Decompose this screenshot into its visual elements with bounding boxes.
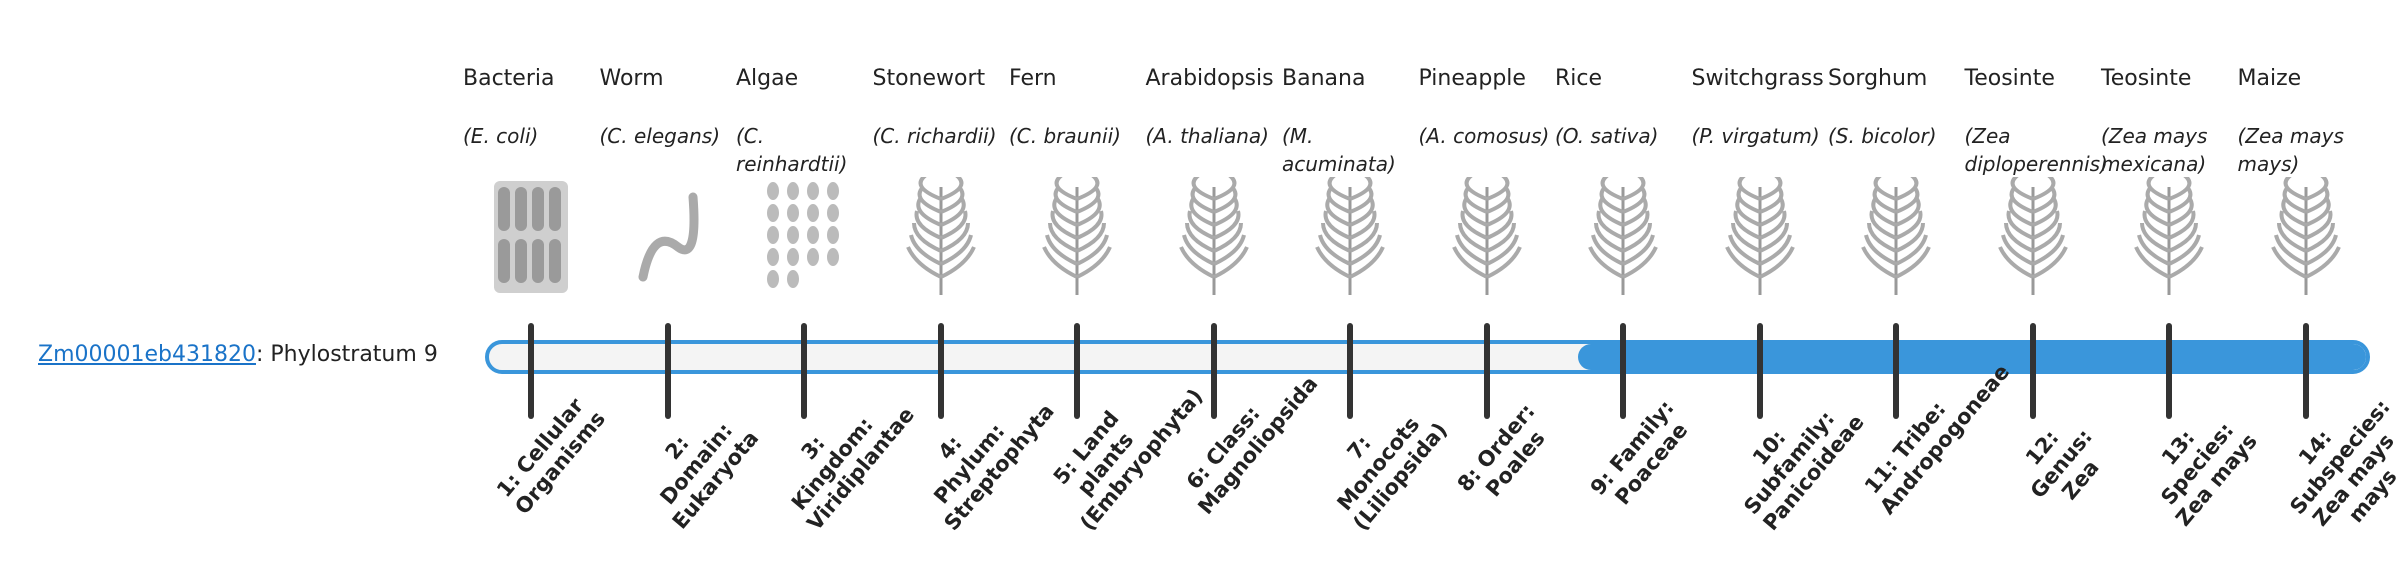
rank-label: 12: Genus: Zea <box>2020 424 2104 505</box>
organism-illustration <box>1861 177 1931 295</box>
gene-link[interactable]: Zm00001eb431820 <box>38 342 256 367</box>
species-name: (E. coli) <box>463 124 539 148</box>
common-name: Teosinte <box>2101 66 2192 91</box>
organism-illustration <box>767 182 839 288</box>
rank-label: 1: Cellular Organisms <box>492 393 610 519</box>
stratum-label: : Phylostratum <box>255 342 417 367</box>
stratum-tick <box>528 323 534 419</box>
common-name: Maize <box>2237 66 2302 91</box>
organism-illustration <box>905 177 976 295</box>
common-name: Banana <box>1282 66 1366 91</box>
species-name: (C. reinhardtii) <box>736 124 848 176</box>
common-name: Teosinte <box>1964 66 2055 91</box>
species-name: (A. comosus) <box>1418 124 1550 148</box>
common-name: Fern <box>1009 66 1057 91</box>
species-name: (Zea mays mexicana) <box>2101 124 2208 176</box>
common-name: Sorghum <box>1828 66 1928 91</box>
common-name: Pineapple <box>1418 66 1526 91</box>
common-name: Stonewort <box>872 66 986 91</box>
common-name: Arabidopsis <box>1145 66 1274 91</box>
stratum-tick <box>801 323 807 419</box>
stratum-tick <box>2029 323 2036 419</box>
stratum-tick <box>1483 323 1490 419</box>
common-name: Algae <box>736 66 799 91</box>
organism-illustration <box>2134 177 2204 295</box>
stratum-bar <box>485 340 2370 374</box>
stratum-tick <box>664 323 671 419</box>
rank-label: 9: Family: Poaceae <box>1585 395 1693 510</box>
species-name: (C. braunii) <box>1009 124 1121 148</box>
organism-illustration <box>1315 177 1385 295</box>
rank-label: 4: Phylum: Streptophyta <box>928 399 1059 536</box>
organism-illustration <box>1178 177 1249 295</box>
organism-illustration <box>1997 177 2068 295</box>
stratum-tick <box>2166 323 2172 419</box>
stratum-fill <box>1578 344 2366 370</box>
rank-label: 2: Domain: Eukaryota <box>655 418 763 534</box>
stratum-tick <box>2302 323 2309 419</box>
stratum-tick <box>1074 323 1080 419</box>
species-name: (O. sativa) <box>1555 124 1659 148</box>
rank-label: 7: Monocots (Liliopsida) <box>1332 412 1453 536</box>
rank-label: 11: Tribe: Andropogoneae <box>1859 359 2015 519</box>
stratum-number: 9 <box>423 342 438 367</box>
species-name: (A. thaliana) <box>1145 124 1269 148</box>
stratum-tick <box>1756 323 1763 419</box>
stratum-tick <box>1893 323 1899 419</box>
organism-illustration <box>638 192 698 282</box>
stratum-tick <box>937 323 944 419</box>
species-name: (Zea mays mays) <box>2237 124 2344 176</box>
rank-label: 13: Species: Zea mays <box>2156 418 2262 531</box>
stratum-tick <box>1210 323 1217 419</box>
species-name: (C. richardii) <box>872 124 997 148</box>
stratum-tick <box>1620 323 1626 419</box>
gene-label: Zm00001eb431820: Phylostratum 9 <box>38 340 438 370</box>
organism-illustration <box>1588 177 1658 295</box>
rank-label: 8: Order: Poales <box>1452 399 1550 502</box>
common-name: Bacteria <box>463 66 555 91</box>
organism-illustration <box>2270 177 2341 295</box>
rank-label: 14: Subspecies: Zea mays mays <box>2284 395 2400 531</box>
stratum-tick <box>1347 323 1353 419</box>
species-name: (P. virgatum) <box>1691 124 1820 148</box>
species-name: (C. elegans) <box>599 124 721 148</box>
species-name: (Zea diploperennis) <box>1964 124 2108 176</box>
common-name: Rice <box>1555 66 1603 91</box>
organism-illustration <box>1042 177 1112 295</box>
common-name: Switchgrass <box>1691 66 1824 91</box>
common-name: Worm <box>599 66 664 91</box>
rank-label: 10: Subfamily: Panicoideae <box>1738 406 1869 536</box>
species-name: (M. acuminata) <box>1282 124 1396 176</box>
organism-illustration <box>1724 177 1795 295</box>
species-name: (S. bicolor) <box>1828 124 1937 148</box>
organism-illustration <box>1451 177 1522 295</box>
rank-label: 3: Kingdom: Viridiplantae <box>786 402 919 536</box>
organism-illustration <box>494 181 568 293</box>
